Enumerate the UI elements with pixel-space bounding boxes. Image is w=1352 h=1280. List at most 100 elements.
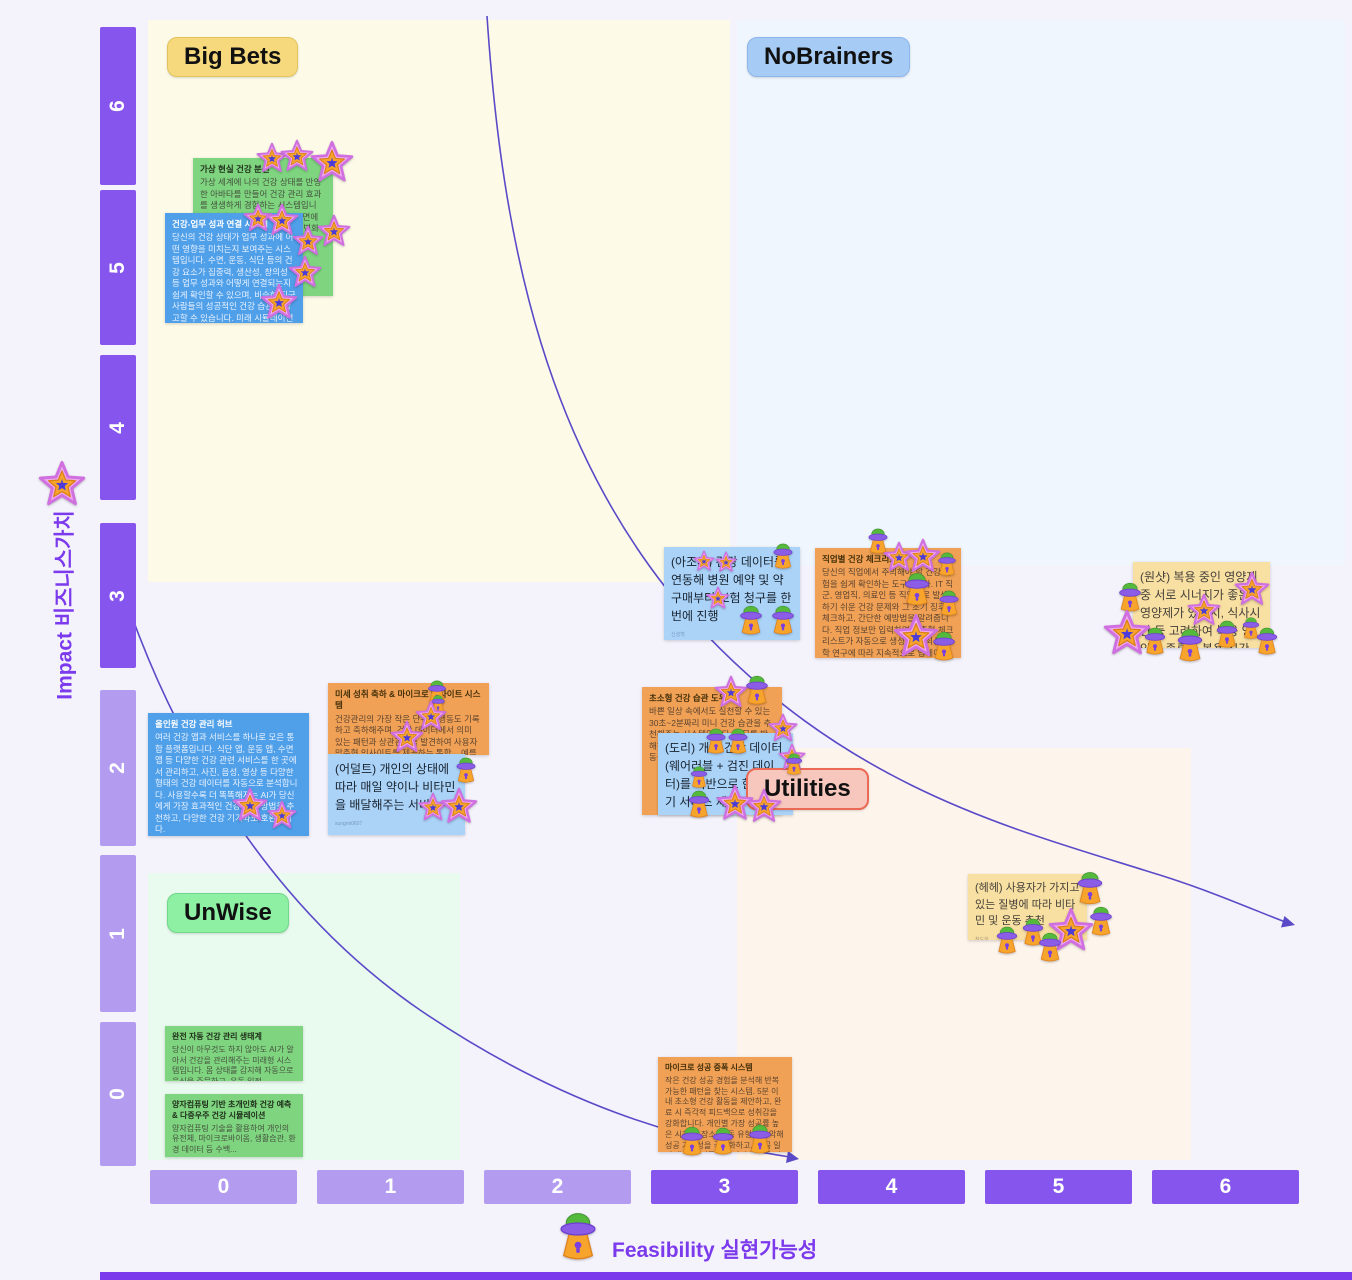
ufo-sticker[interactable] (724, 727, 752, 755)
ufo-sticker[interactable] (1212, 619, 1242, 649)
ufo-icon (552, 1210, 604, 1262)
sticky-note-adult-delivery[interactable]: (어덜트) 개인의 상태에 따라 매일 약이나 비타민을 배달해주는 서비스 su… (328, 754, 465, 835)
y-tick-6: 6 (100, 27, 136, 185)
ufo-sticker[interactable] (769, 542, 797, 570)
ufo-sticker[interactable] (744, 1123, 776, 1155)
ufo-sticker[interactable] (992, 925, 1022, 955)
note-title: 건강-업무 성과 연결 시스템 (172, 219, 268, 229)
y-tick-4: 4 (100, 355, 136, 500)
y-tick-label: 2 (106, 762, 129, 774)
quadrant-label-big-bets[interactable]: Big Bets (167, 37, 299, 77)
note-title: 올인원 건강 관리 허브 (155, 719, 233, 729)
note-body: 양자컴퓨팅 기술을 활용하여 개인의 유전체, 마이크로바이옴, 생활습관, 환… (172, 1123, 296, 1155)
x-tick-5: 5 (985, 1170, 1132, 1204)
x-tick-label: 3 (718, 1175, 731, 1198)
star-sticker[interactable] (1234, 571, 1270, 607)
y-tick-label: 4 (106, 421, 129, 434)
y-tick-label: 6 (106, 100, 129, 112)
star-sticker[interactable] (317, 214, 351, 248)
x-tick-0: 0 (150, 1170, 297, 1204)
note-body: 당신의 건강 상태가 업무 성과에 어떤 영향을 미치는지 보여주는 시스템입니… (172, 232, 296, 323)
star-sticker[interactable] (768, 713, 798, 743)
y-tick-1: 1 (100, 855, 136, 1012)
sticky-note-all-in-one-hub[interactable]: 올인원 건강 관리 허브 여러 건강 앱과 서비스를 하나로 모은 통합 플랫폼입… (148, 713, 309, 836)
y-tick-3: 3 (100, 523, 136, 668)
ufo-sticker[interactable] (1072, 870, 1108, 906)
x-tick-4: 4 (818, 1170, 965, 1204)
note-body: (원샷) 복용 중인 영양제 중 서로 시너지가 좋은 영양제가 있는지, 식사… (1140, 570, 1261, 648)
star-sticker[interactable] (390, 720, 424, 754)
note-title: 완전 자동 건강 관리 생태계 (172, 1032, 262, 1041)
note-title: 마이크로 성공 증폭 시스템 (665, 1063, 753, 1072)
x-tick-2: 2 (484, 1170, 631, 1204)
ufo-sticker[interactable] (708, 1126, 738, 1156)
ufo-sticker[interactable] (1172, 627, 1208, 663)
y-tick-label: 3 (106, 589, 129, 602)
star-sticker[interactable] (260, 283, 298, 321)
star-sticker[interactable] (440, 787, 478, 825)
y-tick-5: 5 (100, 190, 136, 345)
star-sticker[interactable] (267, 800, 297, 830)
note-title: 직업별 건강 체크리스트 (822, 554, 905, 564)
note-title: 미세 성취 축하 & 마이크로 인사이트 시스템 (335, 689, 481, 711)
y-axis-label: Impact 비즈니스가치 (54, 510, 78, 700)
ufo-sticker[interactable] (735, 604, 767, 636)
y-tick-2: 2 (100, 690, 136, 846)
star-sticker[interactable] (706, 586, 730, 610)
ufo-sticker[interactable] (676, 1125, 708, 1157)
note-title: 초소형 건강 습관 도우미 (649, 693, 735, 703)
note-body: (어덜트) 개인의 상태에 따라 매일 약이나 비타민을 배달해주는 서비스 (335, 762, 456, 812)
star-sticker[interactable] (310, 140, 354, 184)
y-tick-label: 5 (106, 261, 129, 274)
x-tick-label: 0 (217, 1175, 230, 1198)
star-sticker[interactable] (232, 787, 268, 823)
note-author: 창도하 (975, 936, 989, 941)
ufo-sticker[interactable] (767, 604, 799, 636)
y-tick-0: 0 (100, 1022, 136, 1166)
bottom-bar (100, 1272, 1352, 1280)
star-icon (38, 460, 86, 508)
quadrant-label-nobrainers[interactable]: NoBrainers (747, 37, 911, 77)
ufo-sticker[interactable] (1034, 931, 1066, 963)
x-axis-label: Feasibility 실현가능성 (612, 1239, 818, 1262)
y-axis-legend: Impact 비즈니스가치 (40, 505, 88, 705)
ufo-sticker[interactable] (934, 551, 960, 577)
x-tick-1: 1 (317, 1170, 464, 1204)
note-title: 양자컴퓨팅 기반 초개인화 건강 예측 & 다중우주 건강 시뮬레이션 (172, 1100, 292, 1120)
ufo-sticker[interactable] (935, 589, 963, 617)
note-title: 가상 현실 건강 분신 (200, 164, 270, 174)
note-author: 신성혁 (671, 632, 685, 638)
ufo-sticker[interactable] (684, 789, 714, 819)
x-tick-label: 1 (384, 1175, 397, 1198)
x-tick-label: 2 (551, 1175, 564, 1198)
note-author: sungmi0607 (335, 821, 363, 827)
ufo-sticker[interactable] (1140, 626, 1170, 656)
ufo-sticker[interactable] (899, 571, 935, 607)
ufo-sticker[interactable] (741, 674, 773, 706)
quadrant-bg-nobrainers (737, 20, 1345, 565)
x-tick-label: 6 (1219, 1175, 1232, 1198)
ufo-sticker[interactable] (928, 630, 960, 662)
quadrant-label-unwise[interactable]: UnWise (167, 893, 289, 933)
y-tick-label: 1 (106, 927, 129, 940)
ufo-sticker[interactable] (452, 756, 480, 784)
star-sticker[interactable] (280, 139, 314, 173)
star-sticker[interactable] (693, 550, 715, 572)
note-body: 당신의 직업에서 주의해야 할 건강 위험을 쉽게 확인하는 도구입니다. IT… (822, 567, 954, 658)
curve-upper-arrowhead (1281, 916, 1295, 928)
star-sticker[interactable] (715, 551, 737, 573)
x-tick-6: 6 (1152, 1170, 1299, 1204)
star-sticker[interactable] (746, 788, 782, 824)
ufo-sticker[interactable] (1252, 626, 1282, 656)
y-tick-label: 0 (106, 1088, 129, 1100)
note-body: 당신이 아무것도 하지 않아도 AI가 알아서 건강을 관리해주는 미래형 시스… (172, 1044, 294, 1081)
ufo-sticker[interactable] (782, 752, 806, 776)
x-tick-label: 5 (1052, 1175, 1065, 1198)
x-tick-label: 4 (885, 1175, 898, 1198)
ufo-sticker[interactable] (687, 765, 711, 789)
note-body: (도리) 개인 건강 데이터 (웨어러블 + 검진 데이터)를 기반으로 한 계… (665, 741, 783, 809)
x-tick-3: 3 (651, 1170, 798, 1204)
